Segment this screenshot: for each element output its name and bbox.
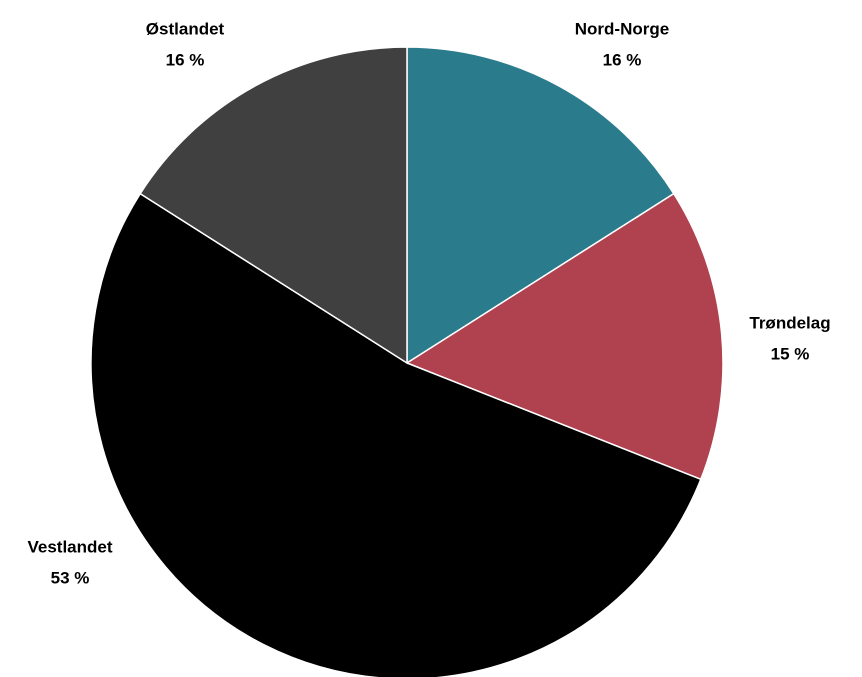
slice-label: Nord-Norge — [575, 19, 669, 38]
slice-label: Østlandet — [146, 19, 225, 38]
pie-slice — [90, 192, 702, 677]
value-label: 53 % — [51, 568, 90, 587]
pie-slice — [139, 46, 408, 365]
value-label: 16 % — [603, 50, 642, 69]
value-label: 16 % — [166, 50, 205, 69]
slice-label: Trøndelag — [749, 313, 830, 332]
pie-slice — [405, 192, 724, 481]
slice-label: Vestlandet — [27, 537, 112, 556]
pie-slice — [406, 46, 675, 365]
value-label: 15 % — [771, 344, 810, 363]
